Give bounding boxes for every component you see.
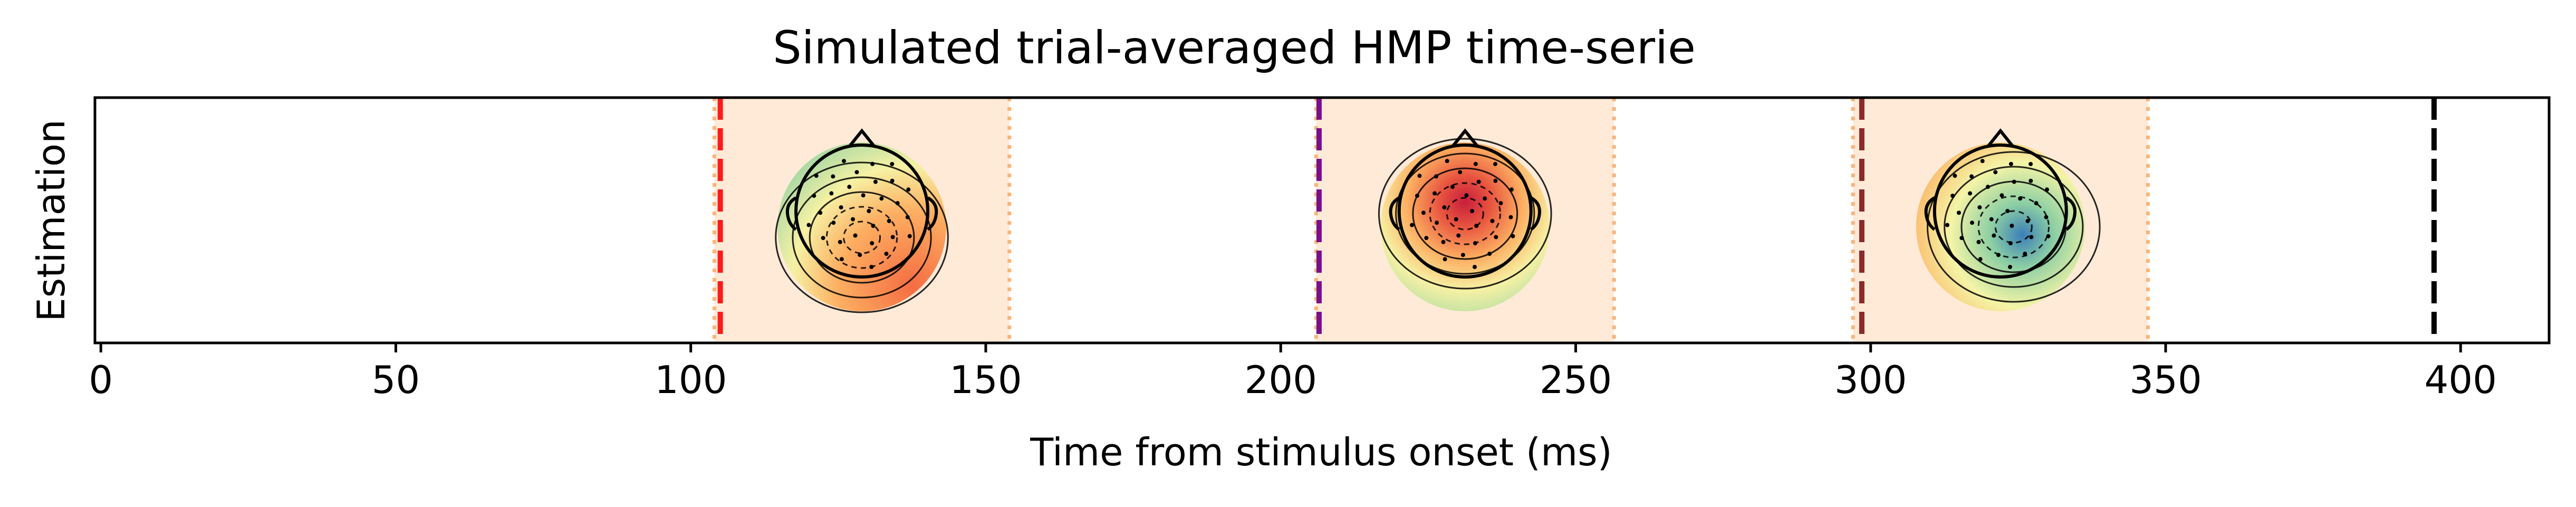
x-tick-label-400: 400 [2425, 358, 2497, 402]
chart-title: Simulated trial-averaged HMP time-serie [773, 22, 1696, 74]
topomaps [775, 128, 2101, 313]
event-lines [717, 98, 2437, 343]
x-axis-ticks: 0 50 100 150 200 250 300 350 400 [89, 343, 2497, 402]
x-tick-label-250: 250 [1540, 358, 1612, 402]
event-1-topomap [775, 128, 949, 313]
x-tick-label-350: 350 [2129, 358, 2202, 402]
x-tick-label-100: 100 [655, 358, 727, 402]
x-tick-label-150: 150 [949, 358, 1022, 402]
event-2-topomap [1378, 128, 1552, 311]
x-tick-label-50: 50 [372, 358, 420, 402]
y-axis-label: Estimation [29, 119, 73, 321]
x-axis-label: Time from stimulus onset (ms) [1030, 430, 1612, 474]
x-tick-label-200: 200 [1244, 358, 1316, 402]
axes-frame [93, 96, 2551, 345]
x-tick-label-0: 0 [89, 358, 113, 402]
plot-area: 0 50 100 150 200 250 300 350 400 [89, 96, 2551, 402]
event-3-topomap [1916, 128, 2101, 311]
x-tick-label-300: 300 [1834, 358, 1907, 402]
